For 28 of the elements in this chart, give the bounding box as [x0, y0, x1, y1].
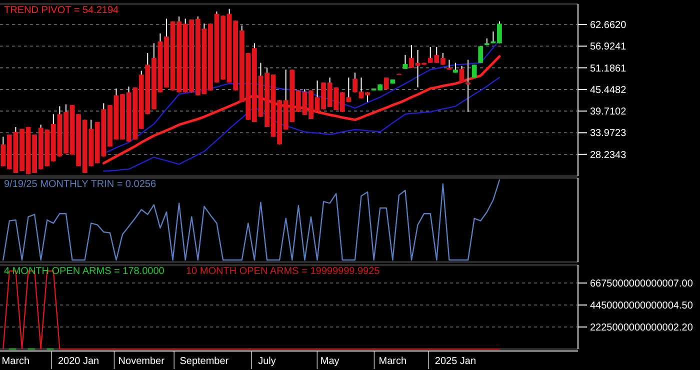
text: TREND PIVOT = 54.2194 [4, 5, 120, 16]
x-tick-label: 2020 Jan [58, 356, 100, 367]
y-tick-label: 4450000000000004.50 [590, 300, 694, 312]
y-tick-label: 6675000000000007.00 [590, 278, 694, 290]
y-tick-label: 28.2343 [590, 150, 627, 161]
candlestick [459, 65, 464, 83]
text: 4 MONTH OPEN ARMS = 178.0000 [4, 266, 165, 277]
x-tick-label: March [378, 356, 407, 367]
x-tick-label: May [320, 356, 340, 367]
x-tick-label: September [180, 356, 230, 367]
y-tick-label: 39.7102 [590, 106, 627, 118]
candlestick [466, 59, 471, 112]
x-tick-label: July [258, 356, 276, 367]
candlestick [402, 54, 408, 70]
x-tick-label: November [118, 356, 166, 367]
line-series [103, 76, 500, 172]
text: 10 MONTH OPEN ARMS = 19999999.9925 [186, 266, 380, 277]
y-tick-label: 2225000000000002.20 [590, 322, 694, 334]
candlestick [472, 64, 477, 78]
candlestick [478, 46, 484, 64]
x-tick-label: 2025 Jan [434, 356, 476, 367]
x-tick-label: March [2, 356, 30, 367]
y-tick-label: 51.1861 [590, 63, 627, 74]
y-tick-label: 56.9241 [590, 42, 627, 53]
y-tick-label: 62.6620 [590, 20, 627, 32]
series-label: 9/19/25 MONTHLY TRIN = 0.0256 [4, 179, 156, 190]
y-tick-label: 45.4482 [590, 84, 627, 96]
y-tick-label: 33.9723 [590, 128, 627, 140]
